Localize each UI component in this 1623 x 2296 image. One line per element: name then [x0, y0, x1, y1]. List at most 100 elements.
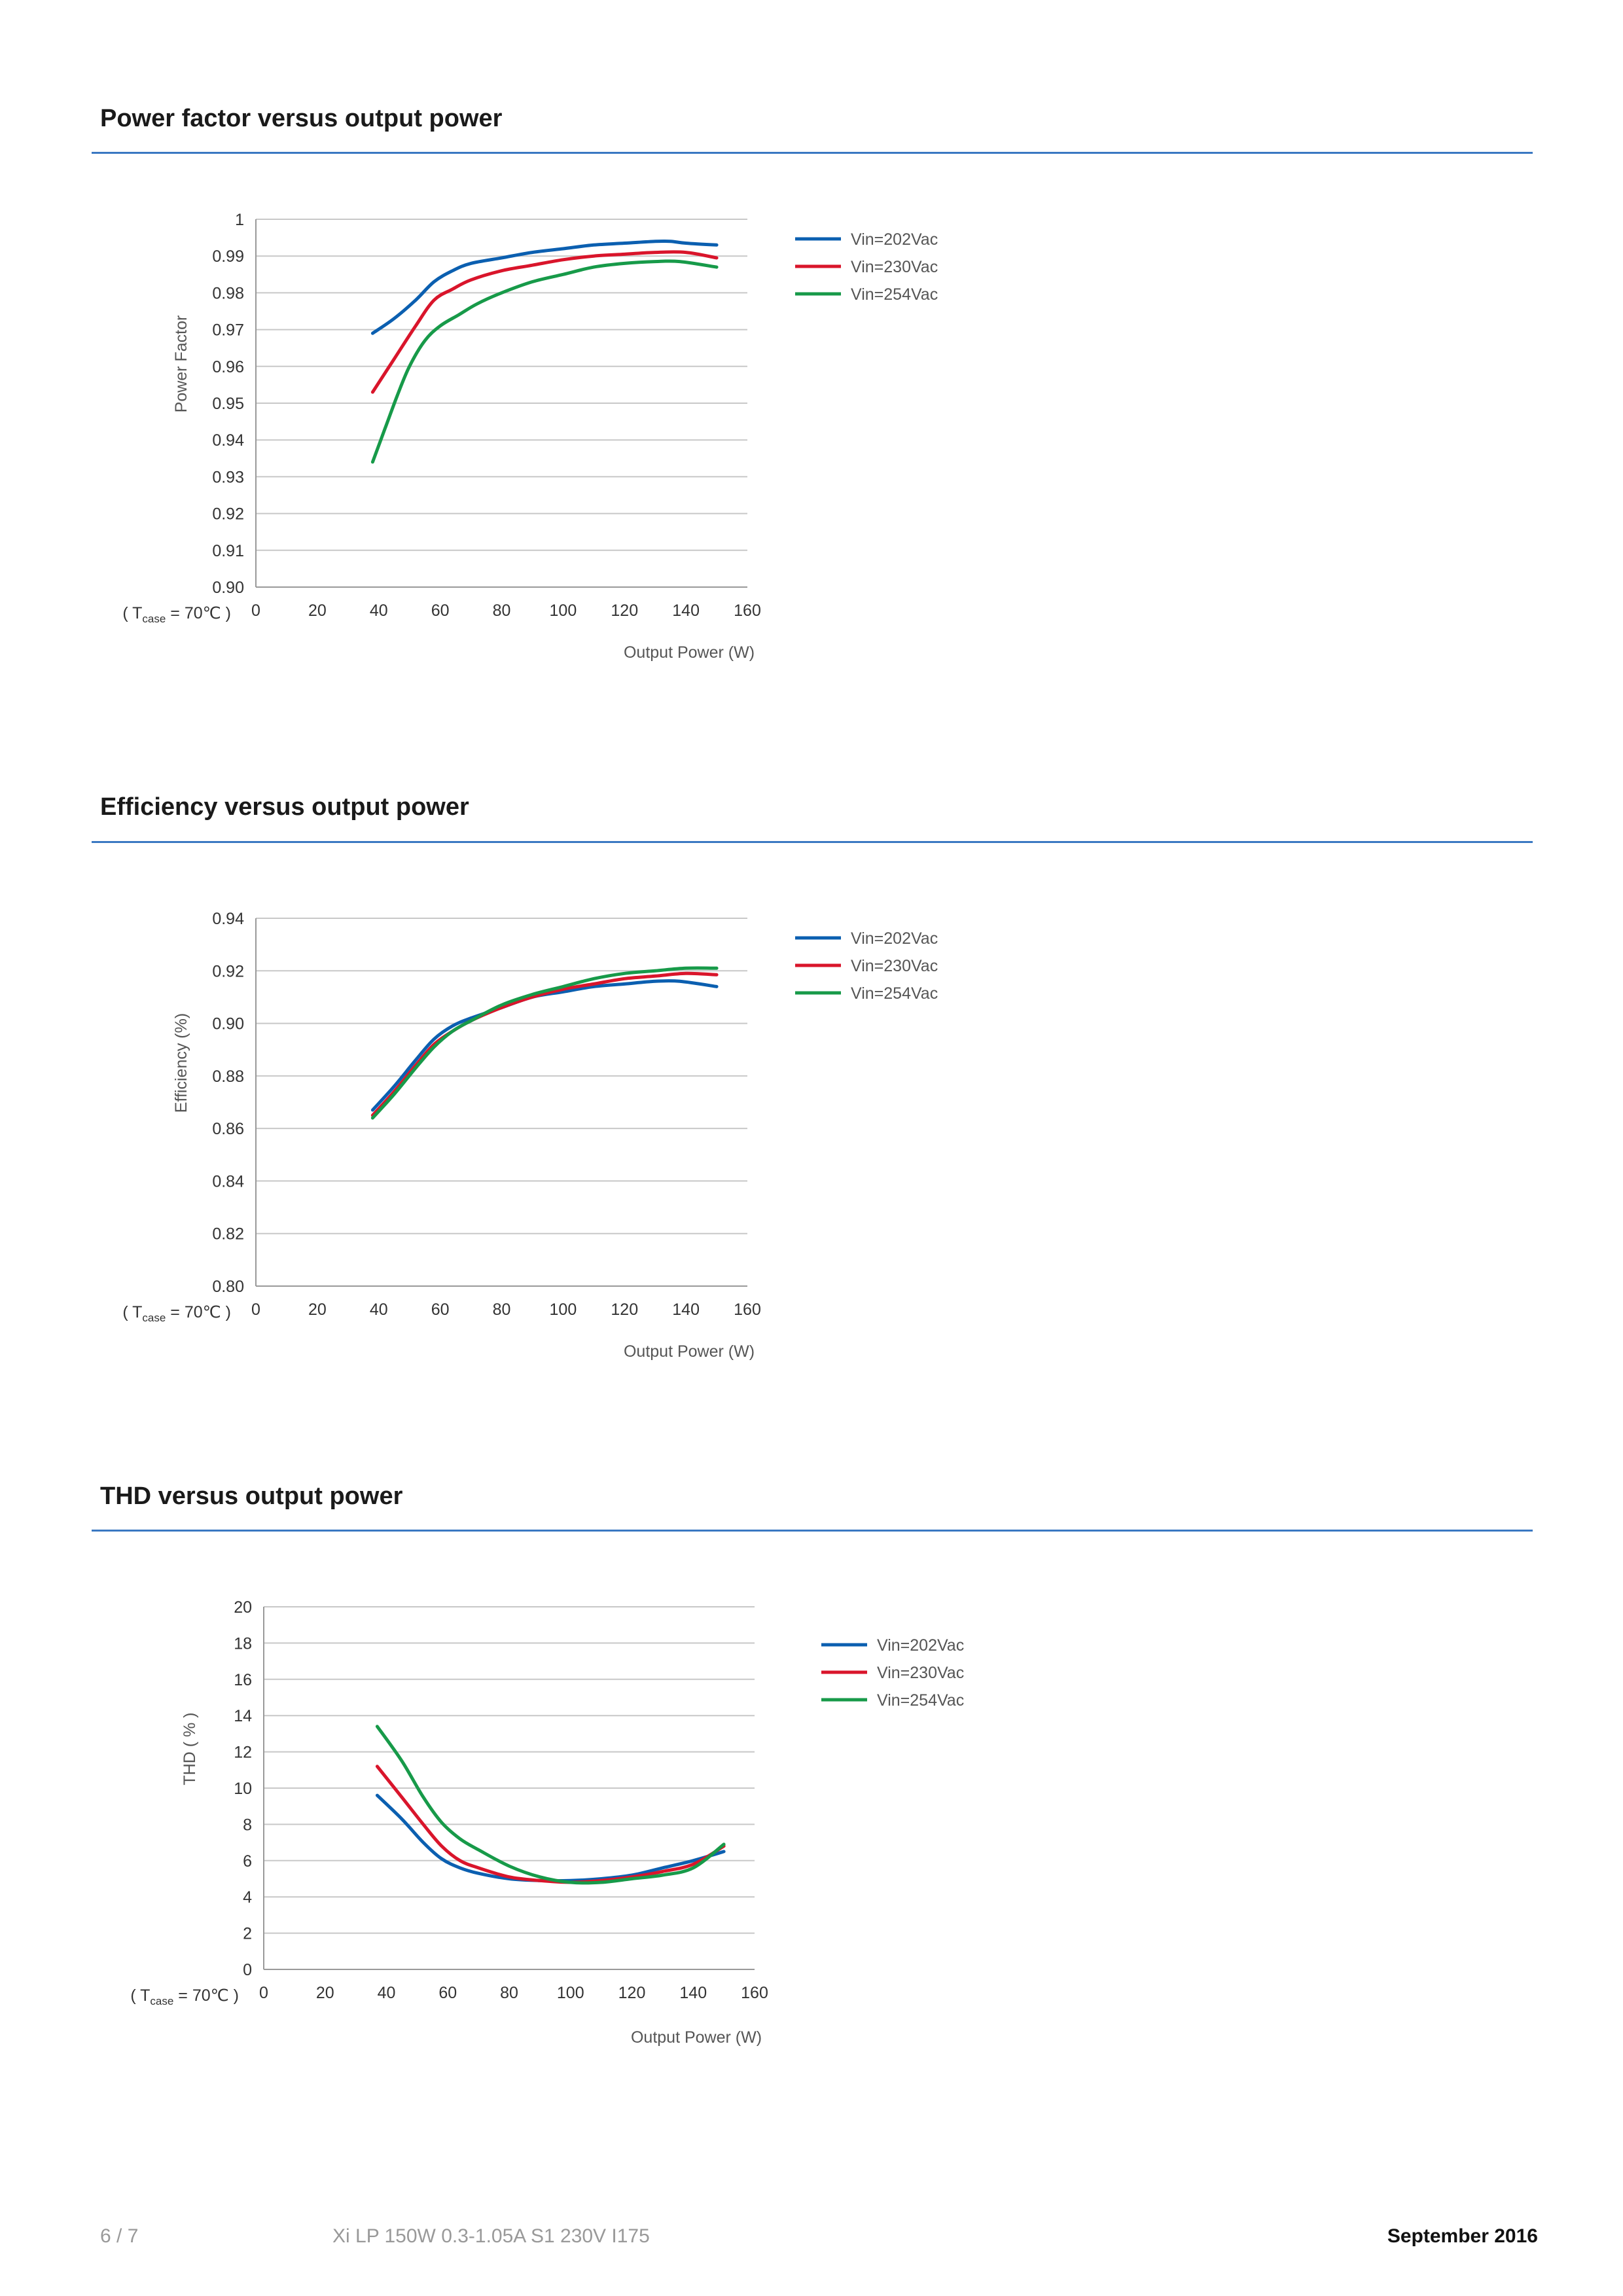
- y-tick-label: 0.82: [212, 1225, 244, 1244]
- y-tick-label: 0.95: [212, 395, 244, 413]
- efficiency-chart: 0.80 0.82 0.84 0.86 0.88 0.90 0.92 0.94 0 20 40 60 8…: [122, 910, 938, 1361]
- condition-prefix: ( T: [122, 1303, 142, 1321]
- x-tick-label: 0: [259, 1984, 268, 2002]
- y-tick-label: 0.93: [212, 468, 244, 486]
- x-tick-label: 140: [672, 1300, 700, 1319]
- legend-entry: Vin=202Vac: [877, 1636, 964, 1655]
- y-tick-label: 18: [234, 1634, 252, 1653]
- y-tick-label: 4: [243, 1888, 252, 1907]
- series-line-vin-202vac: [370, 239, 719, 335]
- x-tick-label: 120: [611, 1300, 638, 1319]
- y-tick-label: 0.94: [212, 431, 244, 450]
- y-tick-label: 16: [234, 1671, 252, 1689]
- footer-product-name: Xi LP 150W 0.3-1.05A S1 230V I175: [332, 2225, 650, 2247]
- y-tick-label: 0.80: [212, 1278, 244, 1296]
- y-tick-label: 0.97: [212, 321, 244, 340]
- y-tick-label: 0.98: [212, 284, 244, 302]
- x-tick-label: 120: [611, 601, 638, 620]
- section-title-thd: THD versus output power: [100, 1482, 403, 1510]
- section-divider: [92, 152, 1533, 154]
- legend-entry: Vin=230Vac: [877, 1664, 964, 1682]
- x-tick-label: 140: [672, 601, 700, 620]
- x-tick-label: 40: [370, 601, 388, 620]
- condition-prefix: ( T: [130, 1986, 150, 2005]
- x-tick-label: 20: [316, 1984, 334, 2002]
- condition-subscript: case: [142, 1312, 166, 1324]
- condition-subscript: case: [150, 1995, 173, 2007]
- x-tick-label: 140: [679, 1984, 707, 2002]
- x-tick-label: 160: [734, 1300, 761, 1319]
- y-axis-label: THD ( % ): [181, 1712, 199, 1785]
- legend-entry: Vin=202Vac: [851, 230, 938, 249]
- x-tick-label: 160: [734, 601, 761, 620]
- y-tick-label: 14: [234, 1707, 252, 1725]
- power-factor-chart: 0.90 0.91 0.92 0.93 0.94 0.95 0.96 0.97 0.98 0.99…: [122, 211, 938, 662]
- series-line-vin-254vac: [370, 259, 719, 464]
- y-tick-label: 0: [243, 1961, 252, 1979]
- x-tick-label: 40: [378, 1984, 396, 2002]
- y-tick-label: 0.99: [212, 247, 244, 266]
- y-tick-label: 2: [243, 1925, 252, 1943]
- y-tick-label: 0.90: [212, 579, 244, 597]
- series-line-vin-230vac: [370, 971, 719, 1117]
- x-tick-label: 40: [370, 1300, 388, 1319]
- y-axis-label: Efficiency (%): [172, 1013, 190, 1113]
- y-tick-label: 0.91: [212, 542, 244, 560]
- x-tick-label: 60: [431, 601, 450, 620]
- y-tick-label: 8: [243, 1816, 252, 1834]
- condition-suffix: = 70℃ ): [173, 1986, 239, 2005]
- series-line-vin-230vac: [375, 1765, 726, 1884]
- y-tick-label: 12: [234, 1744, 252, 1762]
- x-tick-label: 0: [251, 601, 260, 620]
- section-title-efficiency: Efficiency versus output power: [100, 793, 469, 821]
- condition-suffix: = 70℃ ): [166, 604, 231, 622]
- series-line-vin-230vac: [370, 250, 719, 394]
- y-tick-label: 0.84: [212, 1172, 244, 1191]
- y-tick-label: 1: [235, 211, 244, 229]
- condition-label: ( Tcase = 70℃ ): [122, 1303, 231, 1324]
- x-tick-label: 20: [308, 601, 327, 620]
- series-line-vin-254vac: [375, 1725, 726, 1885]
- x-tick-label: 80: [493, 601, 511, 620]
- x-tick-label: 60: [431, 1300, 450, 1319]
- condition-prefix: ( T: [122, 604, 142, 622]
- y-tick-label: 0.92: [212, 505, 244, 524]
- legend-entry: Vin=254Vac: [851, 984, 938, 1003]
- section-divider: [92, 841, 1533, 843]
- y-axis-label: Power Factor: [172, 315, 190, 413]
- x-axis-label: Output Power (W): [624, 643, 755, 662]
- y-tick-label: 0.92: [212, 962, 244, 980]
- section-divider: [92, 1530, 1533, 1532]
- x-tick-label: 160: [741, 1984, 768, 2002]
- y-tick-label: 0.88: [212, 1067, 244, 1086]
- legend-entry: Vin=254Vac: [851, 285, 938, 304]
- legend-entry: Vin=202Vac: [851, 929, 938, 948]
- y-tick-label: 0.94: [212, 910, 244, 928]
- y-tick-label: 0.90: [212, 1015, 244, 1033]
- footer-page-number: 6 / 7: [100, 2225, 139, 2247]
- x-axis-label: Output Power (W): [624, 1342, 755, 1361]
- legend-entry: Vin=230Vac: [851, 957, 938, 975]
- x-tick-label: 100: [550, 1300, 577, 1319]
- legend-entry: Vin=254Vac: [877, 1691, 964, 1710]
- y-tick-label: 0.96: [212, 358, 244, 376]
- legend-entry: Vin=230Vac: [851, 258, 938, 276]
- thd-chart: 0 2 4 6 8 10 12 14 16 18 20 0 20 40 60 80 100 120 140 160 ( …: [130, 1598, 964, 2047]
- footer-date: September 2016: [1387, 2225, 1538, 2247]
- y-tick-label: 20: [234, 1598, 252, 1617]
- x-tick-label: 80: [493, 1300, 511, 1319]
- condition-label: ( Tcase = 70℃ ): [130, 1986, 239, 2007]
- x-tick-label: 20: [308, 1300, 327, 1319]
- y-tick-label: 0.86: [212, 1120, 244, 1138]
- x-tick-label: 100: [557, 1984, 584, 2002]
- series-line-vin-254vac: [370, 966, 719, 1120]
- condition-subscript: case: [142, 613, 166, 625]
- condition-label: ( Tcase = 70℃ ): [122, 604, 231, 625]
- x-axis-label: Output Power (W): [631, 2028, 762, 2047]
- section-title-power-factor: Power factor versus output power: [100, 105, 503, 132]
- y-tick-label: 6: [243, 1852, 252, 1871]
- x-tick-label: 80: [500, 1984, 518, 2002]
- condition-suffix: = 70℃ ): [166, 1303, 231, 1321]
- x-tick-label: 100: [550, 601, 577, 620]
- x-tick-label: 60: [438, 1984, 457, 2002]
